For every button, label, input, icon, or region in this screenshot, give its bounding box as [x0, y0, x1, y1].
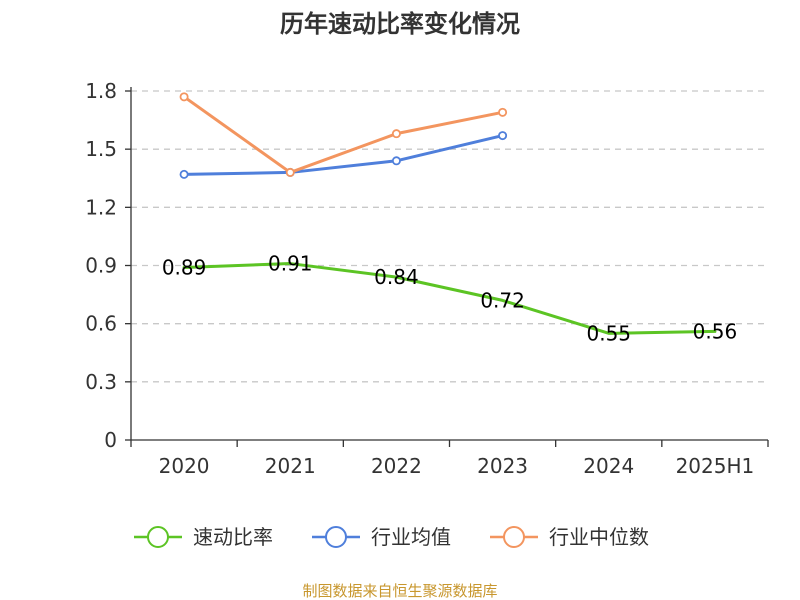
- x-tick-label: 2025H1: [676, 454, 755, 478]
- y-tick-label: 1.8: [85, 79, 117, 103]
- data-label: 0.55: [586, 321, 631, 345]
- data-point: [498, 107, 508, 117]
- legend-label: 行业中位数: [549, 525, 649, 549]
- data-point: [391, 129, 401, 139]
- data-label: 0.91: [268, 252, 313, 276]
- x-axis: 2020 2021 2022 2023 2024 2025H1: [130, 439, 769, 478]
- y-tick-label: 1.5: [85, 137, 117, 161]
- legend[interactable]: 速动比率 行业均值 行业中位数: [134, 525, 649, 549]
- legend-marker: [147, 526, 169, 548]
- grid-lines: [131, 90, 768, 383]
- data-labels: 0.89 0.91 0.84 0.72 0.55 0.56: [162, 252, 737, 346]
- y-tick-label: 0.6: [85, 312, 117, 336]
- legend-item-1[interactable]: 行业均值: [312, 525, 451, 549]
- x-tick-label: 2020: [159, 454, 210, 478]
- series-line-2: [182, 95, 505, 174]
- y-tick-label: 0: [104, 428, 117, 452]
- legend-marker: [503, 526, 525, 548]
- legend-marker: [325, 526, 347, 548]
- legend-label: 速动比率: [193, 525, 273, 549]
- data-point: [179, 92, 189, 102]
- x-tick-label: 2023: [477, 454, 528, 478]
- y-tick-label: 0.9: [85, 254, 117, 278]
- data-point: [179, 169, 189, 179]
- legend-item-2[interactable]: 行业中位数: [490, 525, 649, 549]
- data-point: [285, 167, 295, 177]
- series-line-1: [182, 134, 505, 176]
- legend-item-0[interactable]: 速动比率: [134, 525, 273, 549]
- legend-label: 行业均值: [371, 525, 451, 549]
- source-note: 制图数据来自恒生聚源数据库: [302, 582, 497, 600]
- data-label: 0.84: [374, 265, 419, 289]
- y-tick-label: 0.3: [85, 370, 117, 394]
- series-line-0: [182, 262, 717, 335]
- data-label: 0.56: [693, 319, 738, 343]
- data-label: 0.89: [162, 255, 207, 279]
- data-point: [498, 131, 508, 141]
- data-point: [391, 156, 401, 166]
- x-tick-label: 2024: [583, 454, 634, 478]
- series-layer: [179, 92, 717, 335]
- y-axis: 0 0.3 0.6 0.9 1.2 1.5 1.8: [85, 79, 132, 452]
- x-tick-label: 2022: [371, 454, 422, 478]
- chart-title: 历年速动比率变化情况: [280, 10, 520, 38]
- data-label: 0.72: [480, 288, 525, 312]
- x-tick-label: 2021: [265, 454, 316, 478]
- y-tick-label: 1.2: [85, 195, 117, 219]
